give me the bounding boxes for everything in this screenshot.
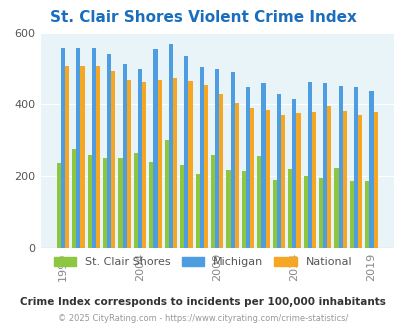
Bar: [353, 86, 357, 248]
Text: © 2025 CityRating.com - https://www.cityrating.com/crime-statistics/: © 2025 CityRating.com - https://www.city…: [58, 314, 347, 323]
Bar: [87, 154, 92, 248]
Bar: [276, 94, 280, 248]
Bar: [326, 106, 330, 248]
Bar: [215, 69, 219, 248]
Bar: [80, 66, 84, 248]
Bar: [292, 99, 296, 248]
Text: Crime Index corresponds to incidents per 100,000 inhabitants: Crime Index corresponds to incidents per…: [20, 297, 385, 307]
Bar: [230, 72, 234, 248]
Legend: St. Clair Shores, Michigan, National: St. Clair Shores, Michigan, National: [49, 252, 356, 272]
Bar: [142, 82, 146, 248]
Bar: [180, 165, 184, 248]
Bar: [199, 67, 203, 248]
Bar: [153, 50, 157, 248]
Bar: [57, 163, 61, 248]
Bar: [111, 71, 115, 248]
Bar: [280, 115, 284, 248]
Bar: [334, 168, 338, 248]
Bar: [373, 112, 377, 248]
Bar: [76, 49, 80, 247]
Bar: [311, 112, 315, 248]
Bar: [257, 156, 261, 248]
Bar: [303, 176, 307, 248]
Bar: [157, 80, 161, 248]
Bar: [318, 178, 322, 248]
Bar: [138, 69, 142, 248]
Bar: [72, 149, 76, 248]
Bar: [107, 54, 111, 248]
Bar: [211, 154, 215, 248]
Text: St. Clair Shores Violent Crime Index: St. Clair Shores Violent Crime Index: [49, 10, 356, 25]
Bar: [203, 85, 207, 248]
Bar: [288, 169, 292, 248]
Bar: [349, 182, 353, 248]
Bar: [234, 103, 238, 248]
Bar: [173, 78, 177, 248]
Bar: [184, 56, 188, 247]
Bar: [261, 83, 265, 248]
Bar: [126, 80, 130, 248]
Bar: [103, 158, 107, 248]
Bar: [188, 81, 192, 248]
Bar: [219, 94, 223, 248]
Bar: [195, 174, 199, 248]
Bar: [92, 49, 96, 247]
Bar: [265, 110, 269, 248]
Bar: [369, 91, 373, 248]
Bar: [61, 49, 65, 247]
Bar: [296, 114, 300, 248]
Bar: [338, 86, 342, 248]
Bar: [357, 115, 361, 248]
Bar: [342, 111, 346, 248]
Bar: [149, 162, 153, 248]
Bar: [249, 108, 254, 248]
Bar: [134, 153, 138, 248]
Bar: [122, 64, 126, 248]
Bar: [364, 182, 369, 248]
Bar: [118, 158, 122, 248]
Bar: [96, 66, 100, 248]
Bar: [241, 171, 245, 248]
Bar: [65, 66, 69, 248]
Bar: [168, 44, 173, 248]
Bar: [245, 87, 249, 248]
Bar: [164, 140, 168, 248]
Bar: [226, 170, 230, 248]
Bar: [307, 82, 311, 248]
Bar: [272, 180, 276, 248]
Bar: [322, 83, 326, 248]
